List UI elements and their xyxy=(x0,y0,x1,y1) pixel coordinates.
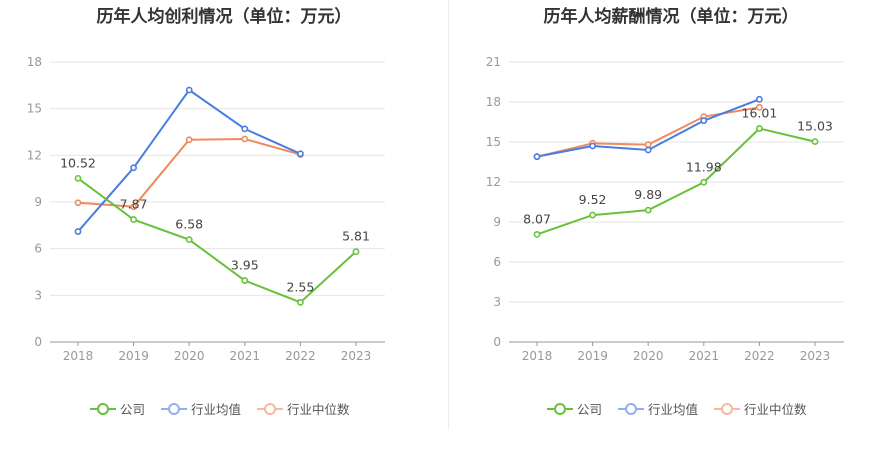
data-point xyxy=(533,230,541,238)
data-point xyxy=(74,199,82,207)
y-tick-label: 6 xyxy=(34,242,42,256)
y-tick-label: 18 xyxy=(486,95,501,109)
data-point xyxy=(130,203,137,211)
legend-item-industry-median[interactable]: 行业中位数 xyxy=(714,399,807,418)
series-line xyxy=(77,88,301,233)
chart-legend: 公司 行业均值 行业中位数 xyxy=(90,399,350,418)
x-tick-label: 2022 xyxy=(744,349,775,363)
y-tick-label: 12 xyxy=(27,148,42,162)
y-tick-label: 12 xyxy=(486,175,501,189)
y-tick-label: 15 xyxy=(27,102,42,116)
data-point xyxy=(811,138,819,145)
data-point xyxy=(589,142,596,150)
data-point xyxy=(296,298,304,306)
legend-item-company[interactable]: 公司 xyxy=(90,399,145,418)
data-point xyxy=(755,103,763,111)
data-point xyxy=(533,153,541,161)
data-label: 2.55 xyxy=(286,279,314,294)
legend-item-industry-avg[interactable]: 行业均值 xyxy=(161,399,241,418)
data-label: 11.98 xyxy=(686,159,722,174)
x-tick-label: 2019 xyxy=(118,349,149,363)
x-tick-label: 2023 xyxy=(341,349,372,363)
chart-title: 历年人均创利情况（单位：万元） xyxy=(96,7,352,27)
legend-item-industry-avg[interactable]: 行业均值 xyxy=(618,399,698,418)
y-tick-label: 15 xyxy=(486,135,501,149)
legend-line-icon xyxy=(714,402,741,415)
x-tick-label: 2018 xyxy=(63,349,94,363)
x-tick-label: 2021 xyxy=(230,349,261,363)
y-tick-label: 3 xyxy=(34,288,42,302)
data-label: 3.95 xyxy=(231,258,259,273)
y-tick-label: 0 xyxy=(493,335,501,349)
x-tick-label: 2019 xyxy=(577,349,608,363)
legend-line-icon xyxy=(547,402,573,415)
data-label: 16.01 xyxy=(742,106,778,121)
data-point xyxy=(755,95,763,103)
panel-divider xyxy=(448,0,449,430)
salary-chart-panel: 历年人均薪酬情况（单位：万元） 0 3 6 9 12 15 18 21 2018 2019 2020… xyxy=(449,0,893,458)
data-point xyxy=(130,164,137,172)
data-point xyxy=(241,277,249,284)
chart-legend: 公司 行业均值 行业中位数 xyxy=(547,399,807,418)
salary-line-chart: 0 3 6 9 12 15 18 21 2018 2019 2020 2021 2022 2023 8.07… xyxy=(486,55,844,363)
data-point xyxy=(644,206,652,214)
y-tick-label: 0 xyxy=(34,335,42,349)
x-tick-label: 2023 xyxy=(800,349,831,363)
data-point xyxy=(185,86,193,94)
profit-chart-panel: 历年人均创利情况（单位：万元） 0 3 6 9 12 15 18 2018 2019 2020 20… xyxy=(27,7,385,418)
data-label: 10.52 xyxy=(60,155,96,170)
series-line xyxy=(77,137,301,208)
legend-label: 公司 xyxy=(120,402,146,417)
legend-label: 行业中位数 xyxy=(287,402,350,417)
legend-label: 行业中位数 xyxy=(744,402,807,417)
legend-label: 行业均值 xyxy=(648,402,699,417)
y-tick-label: 9 xyxy=(34,195,42,209)
legend-line-icon xyxy=(257,402,284,415)
y-tick-label: 18 xyxy=(27,55,42,69)
x-tick-label: 2022 xyxy=(285,349,316,363)
data-point xyxy=(185,236,193,244)
data-point xyxy=(644,146,652,154)
x-tick-label: 2021 xyxy=(689,349,720,363)
data-point xyxy=(700,178,708,186)
data-point xyxy=(296,150,304,158)
data-label: 9.89 xyxy=(634,187,662,202)
data-point xyxy=(352,248,360,256)
legend-item-industry-median[interactable]: 行业中位数 xyxy=(257,399,350,418)
data-point xyxy=(241,125,249,133)
profit-line-chart: 0 3 6 9 12 15 18 2018 2019 2020 2021 2022 2023 10.52 7… xyxy=(27,55,385,363)
legend-label: 行业均值 xyxy=(191,402,242,417)
legend-line-icon xyxy=(90,402,116,415)
data-point xyxy=(130,216,137,223)
data-label: 9.52 xyxy=(579,192,607,207)
data-point xyxy=(755,125,763,132)
y-tick-label: 21 xyxy=(486,55,501,69)
data-point xyxy=(241,135,249,143)
series-line xyxy=(536,127,816,236)
legend-item-company[interactable]: 公司 xyxy=(547,399,602,418)
y-tick-label: 9 xyxy=(493,215,501,229)
series-line xyxy=(77,177,357,304)
data-label: 8.07 xyxy=(523,211,551,226)
legend-line-icon xyxy=(618,402,645,415)
legend-label: 公司 xyxy=(577,402,603,417)
legend-line-icon xyxy=(161,402,188,415)
chart-title: 历年人均薪酬情况（单位：万元） xyxy=(543,7,799,27)
data-label: 15.03 xyxy=(797,119,833,134)
x-tick-label: 2018 xyxy=(522,349,553,363)
y-tick-label: 6 xyxy=(493,255,501,269)
data-label: 7.87 xyxy=(120,197,148,212)
data-label: 6.58 xyxy=(175,217,203,232)
data-point xyxy=(700,117,708,125)
y-tick-label: 3 xyxy=(493,295,501,309)
x-tick-label: 2020 xyxy=(174,349,205,363)
data-point xyxy=(185,136,193,144)
data-point xyxy=(74,174,82,182)
data-point xyxy=(589,211,596,219)
data-label: 5.81 xyxy=(342,229,370,244)
x-tick-label: 2020 xyxy=(633,349,664,363)
data-point xyxy=(644,141,652,149)
data-point xyxy=(74,228,82,235)
